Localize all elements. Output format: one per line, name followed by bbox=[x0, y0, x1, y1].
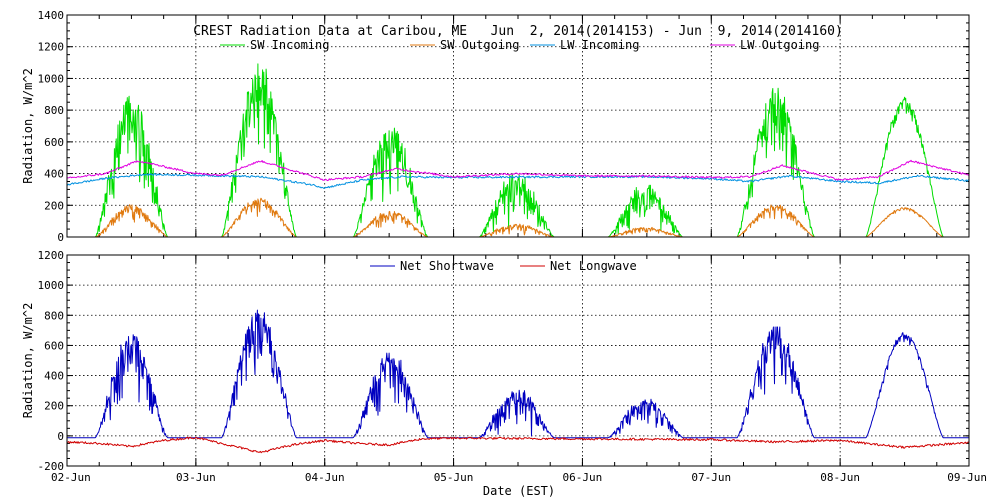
chart-title: CREST Radiation Data at Caribou, ME Jun … bbox=[193, 24, 843, 39]
y-tick-label: 1000 bbox=[38, 72, 65, 85]
x-tick-label: 07-Jun bbox=[691, 471, 731, 484]
y-tick-label: 0 bbox=[57, 430, 64, 443]
y-tick-label: 1200 bbox=[38, 249, 65, 262]
series-line-sw-incoming bbox=[67, 63, 969, 238]
y-tick-label: 800 bbox=[44, 104, 64, 117]
series-line-lw-outgoing bbox=[66, 159, 970, 182]
x-tick-label: 08-Jun bbox=[820, 471, 860, 484]
series-line-net-shortwave bbox=[67, 309, 969, 439]
y-tick-label: -200 bbox=[38, 460, 65, 473]
x-tick-label: 09-Jun bbox=[947, 471, 987, 484]
legend-label: LW Incoming bbox=[560, 38, 639, 52]
bottom-panel: -200 0 200 400 600 800 1000 1200 Net Shortwave Ne… bbox=[21, 249, 987, 484]
y-axis-label: Radiation, W/m^2 bbox=[21, 303, 35, 419]
x-tick-label: 05-Jun bbox=[434, 471, 474, 484]
plot-frame bbox=[66, 14, 970, 238]
legend-label: LW Outgoing bbox=[740, 38, 819, 52]
y-tick-label: 800 bbox=[44, 309, 64, 322]
y-tick-label: 1400 bbox=[38, 9, 65, 22]
top-panel: 0 200 400 600 800 1000 1200 1400 SW Incoming SW O… bbox=[21, 9, 970, 244]
y-tick-label: 200 bbox=[44, 199, 64, 212]
legend-label: SW Incoming bbox=[250, 38, 329, 52]
y-tick-label: 400 bbox=[44, 370, 64, 383]
legend-label: SW Outgoing bbox=[440, 38, 519, 52]
y-tick-label: 400 bbox=[44, 168, 64, 181]
x-tick-label: 03-Jun bbox=[176, 471, 216, 484]
x-tick-label: 06-Jun bbox=[563, 471, 603, 484]
y-tick-label: 200 bbox=[44, 400, 64, 413]
x-axis-label: Date (EST) bbox=[483, 484, 555, 498]
legend-label: Net Longwave bbox=[550, 259, 637, 273]
y-tick-label: 0 bbox=[57, 231, 64, 244]
y-tick-label: 600 bbox=[44, 136, 64, 149]
legend-label: Net Shortwave bbox=[400, 259, 494, 273]
series-line-sw-outgoing bbox=[67, 197, 969, 238]
x-tick-label: 04-Jun bbox=[305, 471, 345, 484]
plot-frame bbox=[66, 254, 970, 467]
y-tick-label: 600 bbox=[44, 339, 64, 352]
series-line-net-longwave bbox=[66, 436, 970, 454]
x-tick-label: 02-Jun bbox=[51, 471, 91, 484]
y-axis-label: Radiation, W/m^2 bbox=[21, 68, 35, 184]
y-tick-label: 1200 bbox=[38, 41, 65, 54]
y-tick-label: 1000 bbox=[38, 279, 65, 292]
